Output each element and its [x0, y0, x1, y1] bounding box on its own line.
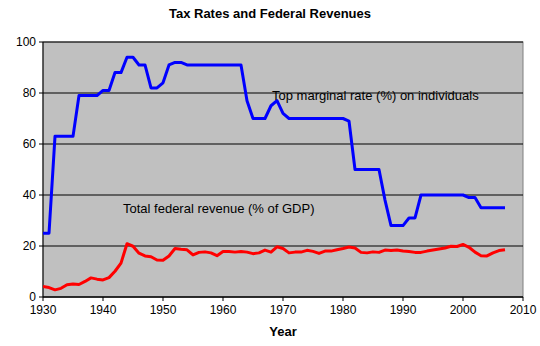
y-tick-label: 0: [29, 290, 36, 304]
x-tick-label: 1970: [270, 303, 297, 317]
series-group: [43, 57, 505, 290]
y-tick-label: 100: [16, 35, 36, 49]
x-tick-label: 1950: [150, 303, 177, 317]
y-tick-label: 60: [23, 137, 37, 151]
y-tick: [39, 195, 43, 196]
y-tick-label: 20: [23, 239, 37, 253]
x-tick-label: 1940: [90, 303, 117, 317]
x-tick-label: 1960: [210, 303, 237, 317]
x-axis: [43, 297, 523, 298]
x-tick: [523, 297, 524, 301]
title: Tax Rates and Federal Revenues: [169, 6, 371, 21]
grid-line: [43, 42, 523, 43]
x-tick-label: 2010: [510, 303, 537, 317]
x-axis-label: Year: [269, 324, 296, 339]
y-tick-label: 40: [23, 188, 37, 202]
x-tick-label: 1980: [330, 303, 357, 317]
y-axis: [43, 42, 44, 297]
series-label: Total federal revenue (% of GDP): [123, 201, 314, 216]
plot-area: [43, 42, 523, 297]
y-tick: [39, 246, 43, 247]
x-tick-label: 1990: [390, 303, 417, 317]
y-tick: [39, 42, 43, 43]
x-tick: [103, 297, 104, 301]
series-line: [43, 244, 505, 290]
y-tick-label: 80: [23, 86, 37, 100]
y-tick: [39, 144, 43, 145]
grid-line: [43, 144, 523, 145]
x-tick-label: 2000: [450, 303, 477, 317]
y-tick: [39, 93, 43, 94]
x-tick: [43, 297, 44, 301]
series-line: [43, 57, 505, 233]
chart: 0 20 40 60 80 100 1930 1940 1950 1960 1970 1980 1990…: [0, 0, 540, 346]
x-tick-label: 1930: [30, 303, 57, 317]
x-tick: [403, 297, 404, 301]
grid-line: [43, 297, 523, 298]
x-tick: [463, 297, 464, 301]
x-tick: [223, 297, 224, 301]
x-tick: [163, 297, 164, 301]
series-label: Top marginal rate (%) on individuals: [272, 88, 479, 103]
x-tick: [283, 297, 284, 301]
y-tick: [39, 297, 43, 298]
x-tick: [343, 297, 344, 301]
